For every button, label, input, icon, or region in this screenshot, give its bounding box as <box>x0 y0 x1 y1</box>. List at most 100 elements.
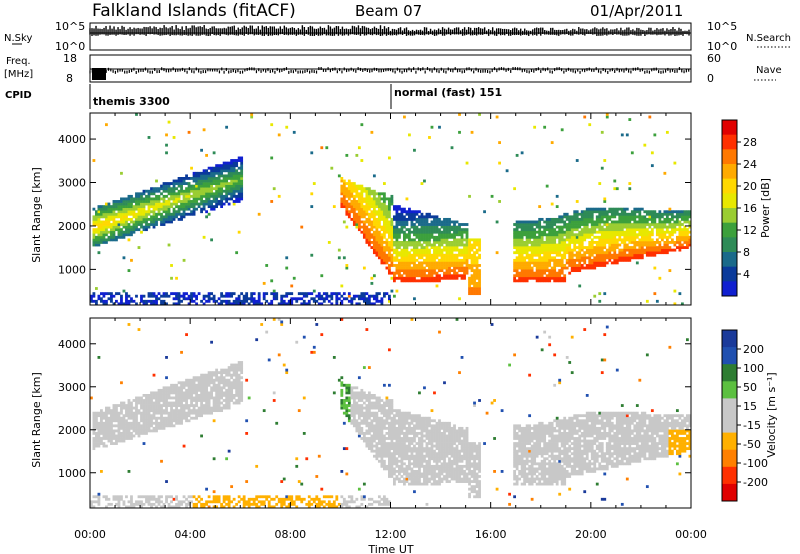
data-cell <box>347 202 351 206</box>
data-cell <box>645 233 649 237</box>
data-cell <box>172 505 176 508</box>
data-cell <box>375 230 379 234</box>
data-cell <box>678 210 682 214</box>
data-cell <box>450 264 454 267</box>
data-cell <box>465 271 469 275</box>
data-cell <box>217 202 221 206</box>
data-cell <box>137 409 141 413</box>
data-cell <box>120 416 123 420</box>
data-cell <box>205 189 208 193</box>
data-cell <box>608 210 612 214</box>
data-cell <box>97 500 101 504</box>
data-cell <box>425 269 429 273</box>
data-cell <box>142 399 146 402</box>
data-cell <box>550 258 554 262</box>
data-cell <box>473 269 476 273</box>
data-cell <box>545 251 549 255</box>
data-cell <box>337 174 341 178</box>
data-cell <box>237 166 241 170</box>
data-cell <box>560 225 564 229</box>
data-cell <box>640 225 644 229</box>
data-cell <box>120 495 123 499</box>
data-cell <box>157 416 161 420</box>
data-cell <box>688 223 691 226</box>
data-cell <box>340 294 344 298</box>
data-cell <box>540 269 544 273</box>
data-cell <box>132 399 136 402</box>
data-cell <box>428 243 431 247</box>
data-cell <box>585 207 589 211</box>
data-cell <box>150 197 153 201</box>
data-cell <box>195 177 198 180</box>
data-cell <box>423 258 426 262</box>
data-cell <box>450 246 454 249</box>
data-cell <box>212 179 216 183</box>
data-cell <box>147 414 151 418</box>
data-cell <box>545 184 549 188</box>
data-cell <box>135 225 138 229</box>
data-cell <box>240 192 244 196</box>
data-cell <box>362 205 366 209</box>
data-cell <box>583 235 587 239</box>
data-cell <box>428 228 431 232</box>
data-cell <box>535 261 539 265</box>
data-cell <box>122 419 126 423</box>
data-cell <box>127 230 131 234</box>
data-cell <box>155 394 158 397</box>
data-cell <box>393 256 396 260</box>
data-cell <box>175 297 178 301</box>
data-cell <box>660 235 664 239</box>
data-cell <box>563 279 567 283</box>
data-cell <box>565 248 569 252</box>
data-cell <box>235 184 239 188</box>
data-cell <box>448 246 451 249</box>
data-cell <box>593 256 597 260</box>
data-cell <box>212 197 216 201</box>
data-cell <box>443 233 446 237</box>
data-cell <box>365 212 369 216</box>
data-cell <box>200 192 203 196</box>
data-cell <box>237 184 241 188</box>
data-cell <box>142 197 146 201</box>
data-cell <box>460 258 464 262</box>
data-cell <box>357 187 361 191</box>
data-cell <box>445 233 449 237</box>
data-cell <box>155 212 158 216</box>
data-cell <box>610 223 614 226</box>
data-cell <box>645 253 649 257</box>
data-cell <box>570 217 574 221</box>
data-cell <box>415 230 419 234</box>
data-cell <box>122 233 126 237</box>
data-cell <box>372 189 376 193</box>
data-cell <box>92 228 96 232</box>
data-cell <box>357 220 361 224</box>
data-cell <box>465 238 469 242</box>
data-cell <box>377 192 381 196</box>
data-cell <box>680 238 684 242</box>
data-cell <box>115 409 118 413</box>
data-cell <box>520 266 524 270</box>
data-cell <box>428 251 431 255</box>
data-cell <box>232 171 236 175</box>
data-cell <box>150 399 153 402</box>
data-cell <box>90 500 93 504</box>
data-cell <box>155 406 158 410</box>
data-cell <box>533 125 537 129</box>
data-cell <box>317 302 321 305</box>
data-cell <box>423 241 426 244</box>
data-cell <box>515 235 519 239</box>
data-cell <box>215 192 219 196</box>
data-cell <box>170 276 173 280</box>
data-cell <box>558 235 562 239</box>
data-cell <box>185 197 188 201</box>
data-cell <box>428 279 431 283</box>
data-cell <box>150 294 153 298</box>
data-cell <box>545 238 549 242</box>
data-cell <box>295 299 299 303</box>
data-cell <box>618 217 622 221</box>
data-cell <box>535 266 539 270</box>
data-cell <box>550 235 554 239</box>
data-cell <box>390 253 394 257</box>
nsky-tick-bottom: 10^0 <box>55 40 85 53</box>
data-cell <box>465 241 469 244</box>
